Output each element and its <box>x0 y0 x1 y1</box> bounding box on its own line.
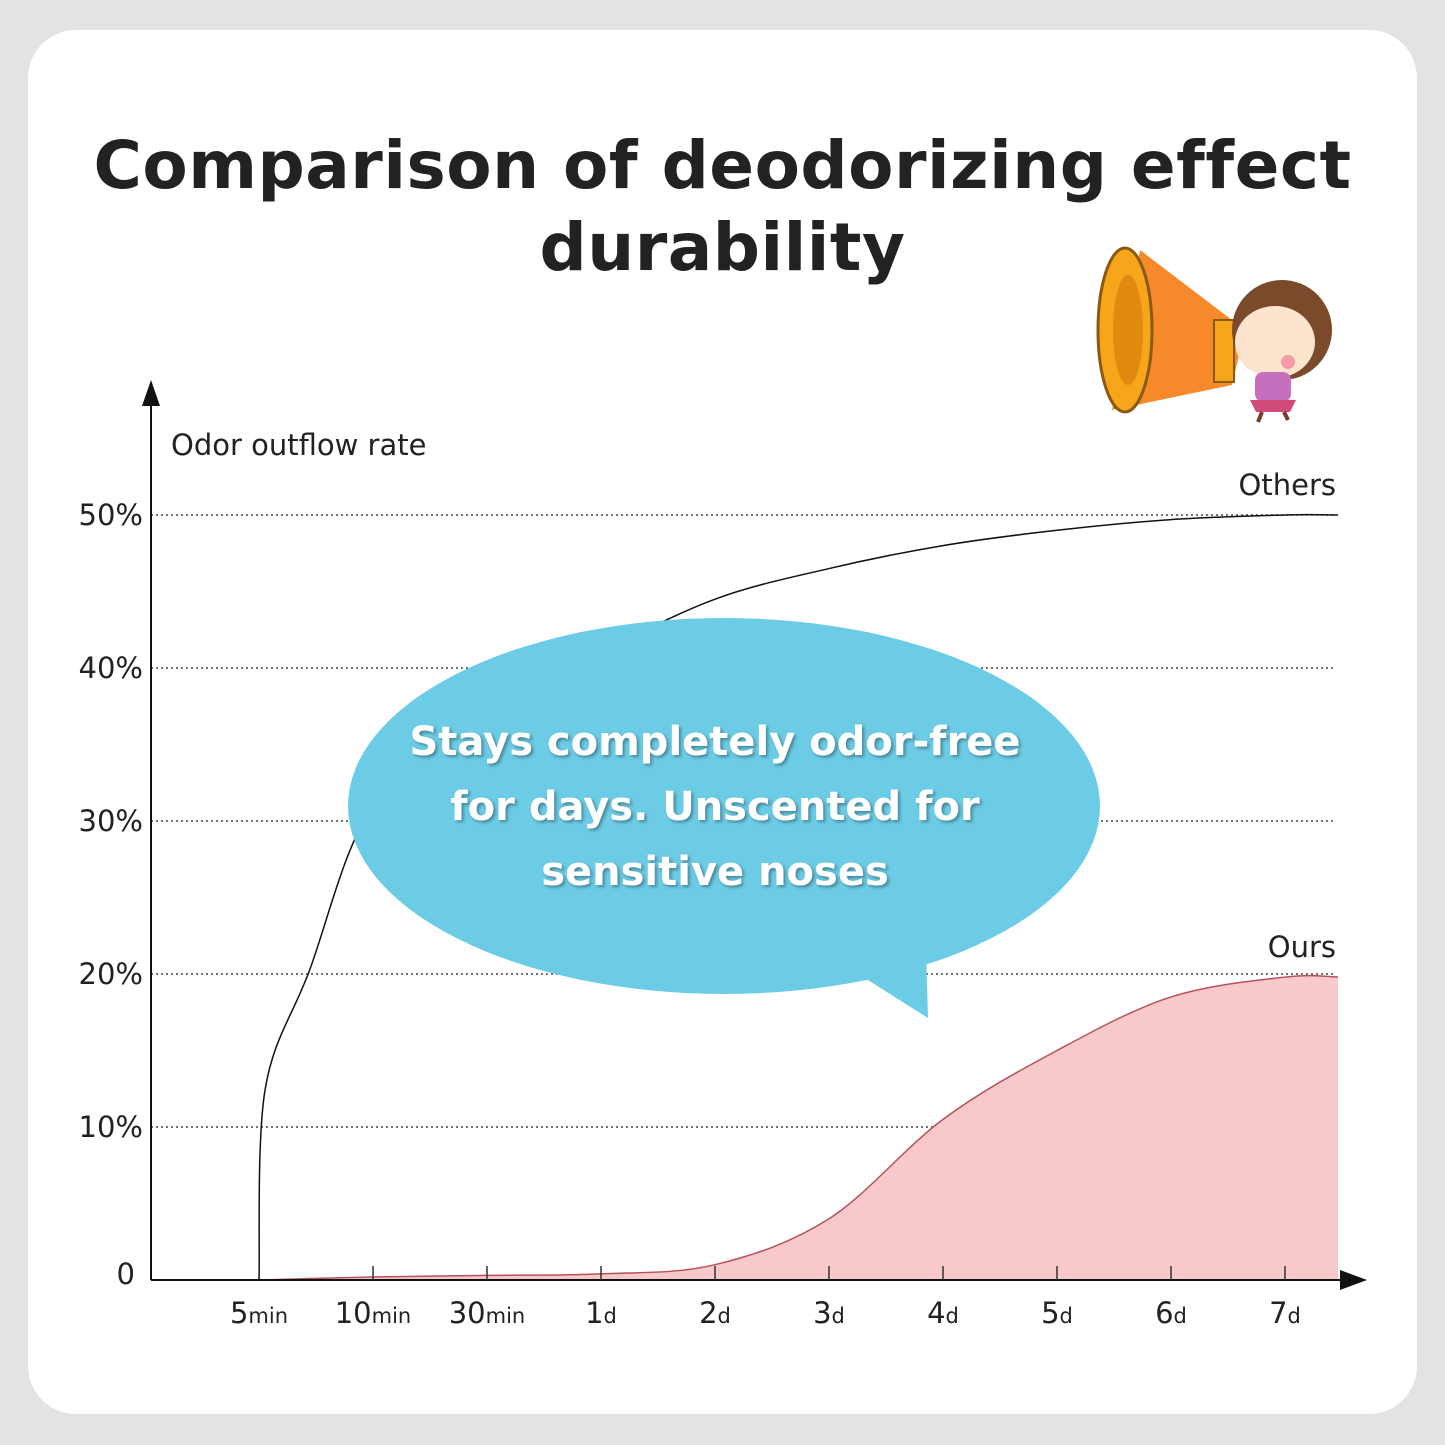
y-tick-label: 50% <box>79 498 143 532</box>
series-label-ours: Ours <box>1268 930 1336 964</box>
chart-title: Comparison of deodorizing effect durabil… <box>93 127 1352 286</box>
girl-with-megaphone-illustration <box>1096 246 1332 423</box>
y-axis-arrow-icon <box>142 380 160 406</box>
x-tick-label: 7d <box>1269 1296 1301 1330</box>
x-tick-label: 6d <box>1155 1296 1187 1330</box>
ours-area <box>259 975 1338 1280</box>
y-axis-label: Odor outflow rate <box>171 428 426 462</box>
series-label-others: Others <box>1239 468 1336 502</box>
y-tick-label: 20% <box>79 957 143 991</box>
y-tick-label: 10% <box>79 1110 143 1144</box>
x-tick-label: 5min <box>230 1296 288 1330</box>
x-tick-label: 1d <box>585 1296 617 1330</box>
speech-bubble <box>348 618 1100 1018</box>
ours-line <box>258 974 1339 1281</box>
x-tick-label: 5d <box>1041 1296 1073 1330</box>
x-tick-label: 30min <box>449 1296 526 1330</box>
x-tick-label: 10min <box>335 1296 412 1330</box>
x-tick-label: 3d <box>813 1296 845 1330</box>
y-tick-label: 40% <box>79 651 143 685</box>
x-tick-label: 4d <box>927 1296 959 1330</box>
x-axis-arrow-icon <box>1340 1270 1367 1290</box>
bubble-text: Stays completely odor-free for days. Uns… <box>409 719 1021 895</box>
y-tick-label: 30% <box>79 804 143 838</box>
y-tick-label: 0 <box>117 1257 135 1291</box>
x-tick-label: 2d <box>699 1296 731 1330</box>
